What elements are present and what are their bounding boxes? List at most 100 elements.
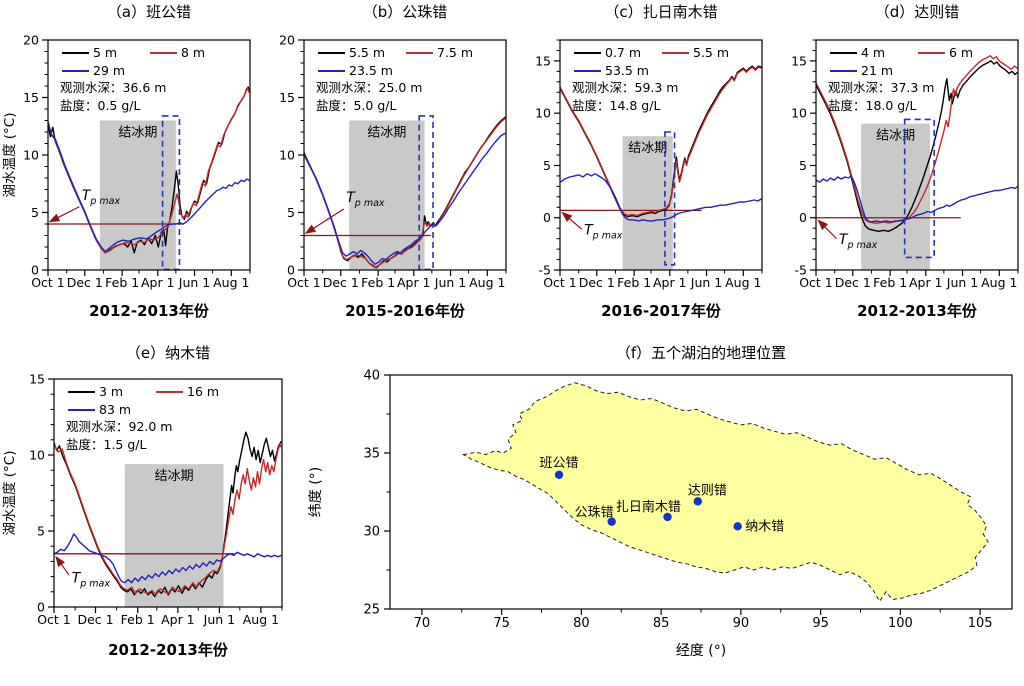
series-group — [48, 86, 250, 254]
panel-a: （a）班公错 结冰期 Oct 1 Dec 1 Feb 1 Apr 1 Jun 1 Aug 1 0… — [0, 0, 256, 345]
lake-label: 班公错 — [540, 456, 579, 471]
depth-annotation: 观测水深：36.6 m — [60, 80, 166, 95]
series-line-23.5m — [304, 132, 506, 265]
legend-label: 5.5 m — [349, 45, 385, 60]
x-tick-label: Aug 1 — [981, 275, 1017, 290]
ice-period-label: 结冰期 — [876, 129, 915, 144]
x-tick-label: Apr 1 — [653, 275, 687, 290]
plateau-outline — [461, 382, 989, 603]
map-y-tick-label: 40 — [363, 369, 380, 384]
x-tick-label: Apr 1 — [161, 612, 195, 627]
map-y-tick-label: 30 — [363, 525, 380, 540]
y-tick-label: 5 — [37, 524, 45, 539]
panel-d: （d）达则错 结冰期 Oct 1 Dec 1 Feb 1 Apr 1 Jun 1 Aug 1 -… — [768, 0, 1024, 345]
x-tick-label: Aug 1 — [469, 275, 505, 290]
ice-period-box — [861, 123, 930, 271]
series-line-3m — [54, 431, 282, 598]
map-x-tick-label: 95 — [812, 616, 829, 631]
ice-period-label: 结冰期 — [367, 126, 406, 141]
x-tick-label: Jun 1 — [690, 275, 722, 290]
y-tick-label: 15 — [279, 90, 295, 105]
legend-label: 21 m — [861, 63, 893, 78]
x-tick-label: Aug 1 — [213, 275, 249, 290]
x-tick-label: Jun 1 — [178, 275, 210, 290]
panel-title: （b）公珠错 — [363, 3, 448, 21]
x-tick-label: Feb 1 — [105, 275, 139, 290]
y-tick-label: 20 — [23, 33, 39, 48]
map-x-tick-label: 85 — [653, 616, 670, 631]
y-axis-label: 湖水温度 (°C) — [2, 450, 18, 535]
x-tick-label: Apr 1 — [397, 275, 431, 290]
ice-period-label: 结冰期 — [155, 469, 194, 484]
y-tick-label: 5 — [543, 158, 551, 173]
y-tick-label: 5 — [799, 158, 807, 173]
x-tick-label: Dec 1 — [835, 275, 871, 290]
lake-label: 公珠错 — [575, 505, 614, 520]
legend-label: 53.5 m — [605, 63, 649, 78]
panel-title: （a）班公错 — [107, 3, 191, 21]
y-tick-label: 15 — [23, 90, 39, 105]
lake-label: 达则错 — [688, 483, 727, 498]
tpmax-arrow — [304, 208, 345, 234]
panel-c: （c）扎日南木错 结冰期 Oct 1 Dec 1 Feb 1 Apr 1 Jun 1 Aug … — [512, 0, 768, 345]
map-title: （f）五个湖泊的地理位置 — [616, 345, 786, 362]
satellite-dash-box — [664, 131, 676, 266]
map-x-tick-label: 70 — [414, 616, 431, 631]
x-tick-label: Oct 1 — [799, 275, 833, 290]
legend-label: 23.5 m — [349, 63, 393, 78]
map-y-tick-label: 35 — [363, 447, 380, 462]
y-tick-label: 10 — [535, 106, 551, 121]
series-group — [304, 116, 506, 269]
y-tick-label: 5 — [31, 205, 39, 220]
x-axis-label: 2015-2016年份 — [345, 302, 466, 320]
x-tick-label: Jun 1 — [203, 612, 235, 627]
legend-label: 0.7 m — [605, 45, 641, 60]
y-tick-label: 0 — [287, 263, 295, 278]
y-tick-label: 0 — [31, 263, 39, 278]
salinity-annotation: 盐度：5.0 g/L — [316, 98, 396, 113]
x-tick-label: Oct 1 — [543, 275, 577, 290]
satellite-dash-box — [161, 115, 181, 271]
y-tick-label: -5 — [795, 263, 807, 278]
series-group — [560, 65, 762, 222]
ice-period-box — [124, 464, 224, 607]
salinity-annotation: 盐度：1.5 g/L — [66, 437, 146, 452]
legend-label: 5 m — [93, 45, 117, 60]
lake-dot-班公错 — [554, 470, 564, 480]
series-group — [54, 431, 282, 598]
salinity-annotation: 盐度：14.8 g/L — [572, 98, 660, 113]
legend-label: 83 m — [99, 402, 131, 417]
x-axis-label: 2012-2013年份 — [89, 302, 210, 320]
legend-label: 6 m — [949, 45, 973, 60]
lake-label: 扎日南木错 — [616, 499, 681, 515]
lake-dot-公珠错 — [607, 517, 616, 526]
panel-f-map: （f）五个湖泊的地理位置 70 75 80 85 90 95 100 105 25 30 35 40 经度… — [290, 344, 1024, 682]
tpmax-arrow — [55, 555, 70, 576]
x-tick-label: Aug 1 — [725, 275, 761, 290]
y-tick-label: 10 — [279, 148, 295, 163]
series-line-53.5m — [560, 173, 762, 222]
y-tick-label: 10 — [23, 148, 39, 163]
tpmax-label: Tp max — [72, 571, 111, 590]
depth-annotation: 观测水深：92.0 m — [66, 419, 172, 434]
map-x-tick-label: 75 — [493, 616, 510, 631]
y-tick-label: 20 — [279, 33, 295, 48]
legend-label: 3 m — [99, 384, 123, 399]
map-x-axis-label: 经度 (°) — [676, 643, 726, 659]
bottom-row: （e）纳木错 结冰期 Oct 1 Dec 1 Feb 1 Apr 1 Jun 1 Aug 1 0… — [0, 344, 1024, 682]
x-tick-label: Aug 1 — [243, 612, 279, 627]
y-tick-label: 15 — [29, 372, 45, 387]
x-tick-label: Jun 1 — [434, 275, 466, 290]
ice-period-label: 结冰期 — [628, 141, 667, 156]
x-tick-label: Dec 1 — [323, 275, 359, 290]
map-x-tick-label: 80 — [573, 616, 590, 631]
panel-e: （e）纳木错 结冰期 Oct 1 Dec 1 Feb 1 Apr 1 Jun 1 Aug 1 0… — [0, 344, 290, 682]
x-tick-label: Feb 1 — [361, 275, 395, 290]
legend-label: 16 m — [187, 384, 219, 399]
y-tick-label: 0 — [37, 600, 45, 615]
x-tick-label: Apr 1 — [141, 275, 175, 290]
